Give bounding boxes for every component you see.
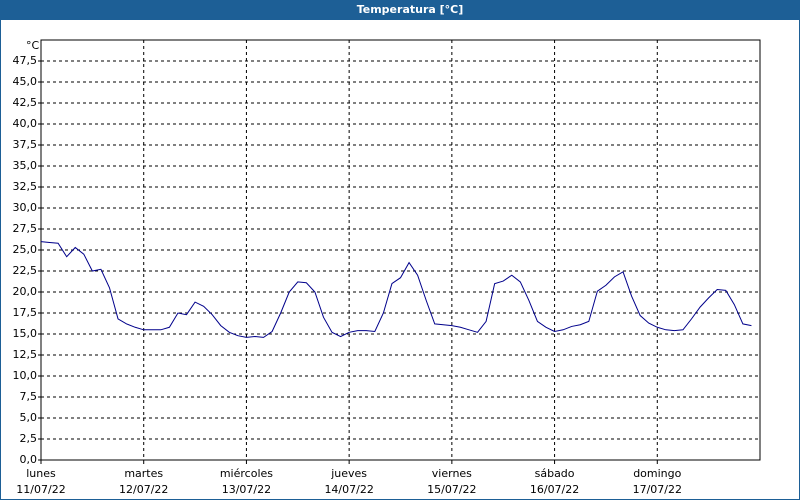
- x-tick-label: jueves: [330, 467, 367, 480]
- y-tick-label: 40,0: [13, 117, 38, 130]
- y-tick-label: 37,5: [13, 138, 38, 151]
- y-tick-label: 30,0: [13, 201, 38, 214]
- y-tick-label: 2,5: [20, 432, 38, 445]
- x-tick-label: 12/07/22: [119, 483, 168, 496]
- x-tick-label: viernes: [432, 467, 472, 480]
- y-tick-label: 0,0: [20, 453, 38, 466]
- y-tick-label: 42,5: [13, 96, 38, 109]
- y-tick-label: 12,5: [13, 348, 38, 361]
- x-tick-label: 16/07/22: [530, 483, 579, 496]
- y-tick-label: 45,0: [13, 75, 38, 88]
- y-tick-label: 47,5: [13, 54, 38, 67]
- chart-title: Temperatura [°C]: [357, 3, 464, 16]
- y-tick-label: 10,0: [13, 369, 38, 382]
- x-tick-label: 15/07/22: [427, 483, 476, 496]
- y-tick-label: 35,0: [13, 159, 38, 172]
- y-tick-label: 17,5: [13, 306, 38, 319]
- y-tick-label: 32,5: [13, 180, 38, 193]
- x-tick-label: 11/07/22: [16, 483, 65, 496]
- x-tick-label: 17/07/22: [633, 483, 682, 496]
- y-tick-label: 15,0: [13, 327, 38, 340]
- y-axis-label: °C: [26, 39, 40, 52]
- x-tick-label: sábado: [535, 467, 575, 480]
- x-tick-label: martes: [124, 467, 163, 480]
- x-tick-label: domingo: [633, 467, 681, 480]
- y-tick-label: 27,5: [13, 222, 38, 235]
- line: [40, 241, 752, 338]
- x-tick-label: 13/07/22: [222, 483, 271, 496]
- title-bar: [0, 0, 800, 20]
- x-tick-label: lunes: [26, 467, 56, 480]
- y-tick-label: 7,5: [20, 390, 38, 403]
- y-tick-label: 20,0: [13, 285, 38, 298]
- x-tick-label: miércoles: [220, 467, 273, 480]
- x-tick-label: 14/07/22: [324, 483, 373, 496]
- y-tick-label: 22,5: [13, 264, 38, 277]
- y-tick-label: 25,0: [13, 243, 38, 256]
- y-tick-label: 5,0: [20, 411, 38, 424]
